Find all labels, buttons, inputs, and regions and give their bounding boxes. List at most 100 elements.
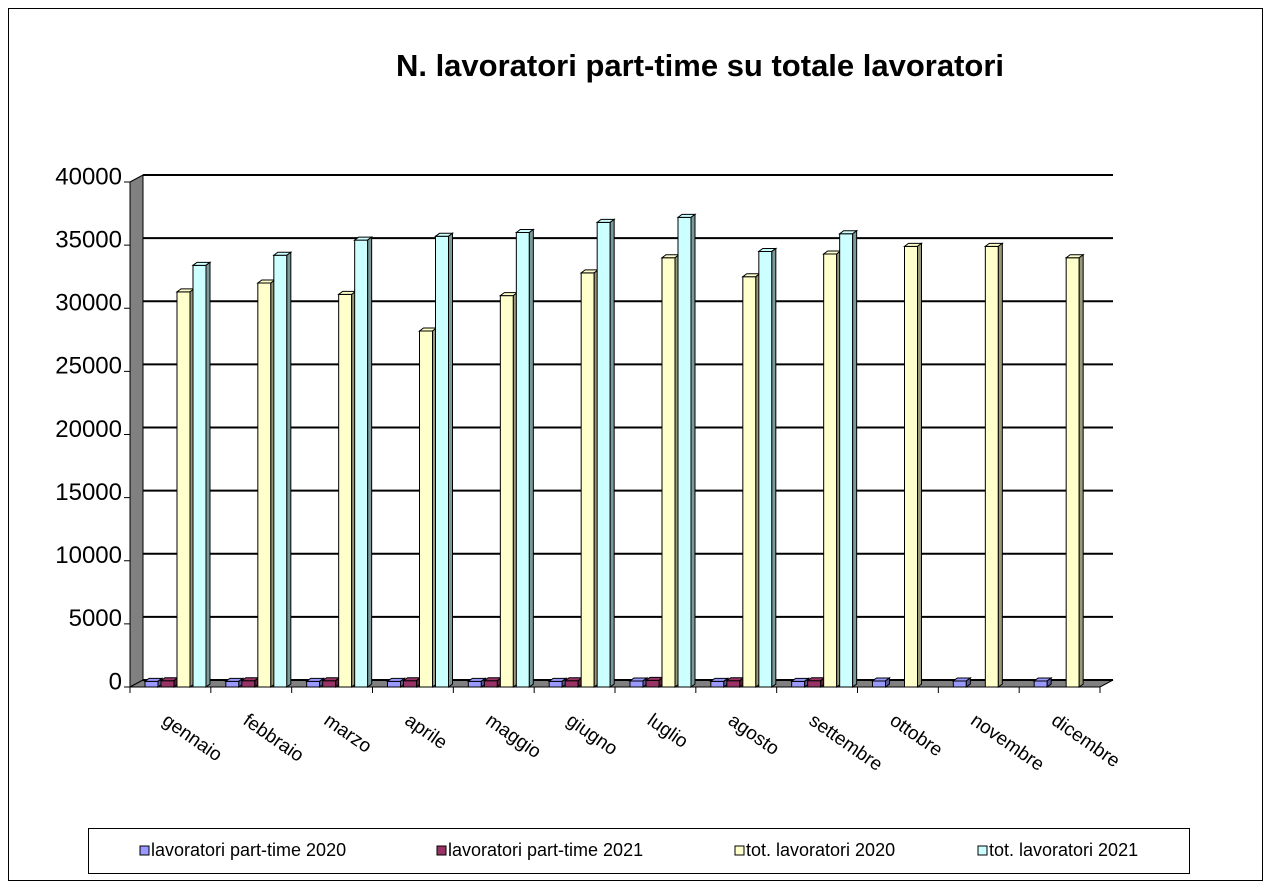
bar <box>806 676 827 688</box>
bar-front <box>435 235 449 688</box>
bar-front <box>160 680 175 688</box>
side-wall <box>129 174 144 688</box>
bar-front <box>241 680 256 688</box>
bar-front <box>322 680 337 688</box>
bar-front <box>225 680 240 688</box>
legend-swatch <box>436 845 447 856</box>
bar <box>790 677 811 688</box>
bar <box>434 232 454 688</box>
y-tick-label: 0 <box>109 668 122 695</box>
chart-title: N. lavoratori part-time su totale lavora… <box>396 48 1004 83</box>
bar-front <box>904 245 918 688</box>
bar-front <box>839 233 854 688</box>
bar-front <box>338 293 353 688</box>
bar-front <box>807 680 822 688</box>
bar <box>402 676 422 688</box>
y-tick-label: 10000 <box>55 542 122 569</box>
bar <box>547 677 568 688</box>
bar-side <box>690 213 696 688</box>
legend-swatch <box>977 845 988 856</box>
bar-side <box>528 228 534 688</box>
bar-front <box>403 680 417 688</box>
bar-side <box>286 251 292 688</box>
bar <box>272 251 293 688</box>
bar <box>676 213 697 688</box>
bar-side <box>885 676 890 688</box>
bar <box>240 676 261 688</box>
bar <box>191 261 212 688</box>
legend-box <box>88 828 1190 874</box>
legend-label: tot. lavoratori 2021 <box>989 840 1138 860</box>
bar-side <box>917 242 922 688</box>
bar-front <box>952 680 967 688</box>
bar-front <box>1065 257 1080 688</box>
bar <box>709 677 730 688</box>
y-tick-label: 25000 <box>55 353 122 380</box>
bar <box>1064 253 1085 688</box>
bar-front <box>661 257 676 688</box>
bar <box>563 676 584 688</box>
bar-front <box>548 680 563 688</box>
bar-side <box>205 261 211 688</box>
bar-side <box>609 218 615 688</box>
bar <box>644 676 665 688</box>
bar <box>482 676 503 688</box>
bar-front <box>872 680 886 688</box>
bar <box>725 676 746 688</box>
bar-front <box>306 680 321 688</box>
bar <box>224 677 245 688</box>
bar <box>321 676 342 688</box>
bar-side <box>448 232 453 688</box>
bar-front <box>192 264 207 688</box>
bar-front <box>823 253 838 688</box>
bar-side <box>367 236 373 688</box>
bar <box>628 676 649 688</box>
bar <box>903 242 923 688</box>
bar-front <box>596 221 611 688</box>
bar <box>822 249 843 688</box>
bar <box>741 272 762 688</box>
bar-front <box>419 330 433 688</box>
bar-front <box>483 680 498 688</box>
y-tick-label: 35000 <box>55 226 122 253</box>
bar <box>418 326 438 688</box>
bar <box>175 287 196 688</box>
legend-swatch <box>139 845 150 856</box>
bar-front <box>791 680 806 688</box>
y-tick-label: 30000 <box>55 290 122 317</box>
bar-front <box>467 680 482 688</box>
bar <box>579 268 600 688</box>
y-tick-label: 40000 <box>55 163 122 190</box>
bar <box>595 218 616 688</box>
bar <box>498 291 519 688</box>
bar <box>871 676 891 688</box>
bar-front <box>580 272 595 688</box>
bar-side <box>1078 253 1084 688</box>
bar <box>838 229 859 688</box>
chart-border <box>8 8 1263 881</box>
bar <box>514 228 535 688</box>
bar <box>660 253 681 688</box>
y-tick-label: 15000 <box>55 479 122 506</box>
bar-front <box>742 276 757 688</box>
bar <box>353 236 374 688</box>
bar-front <box>257 282 272 688</box>
bar-side <box>965 676 971 688</box>
y-tick-label: 20000 <box>55 416 122 443</box>
bar <box>757 247 778 688</box>
bar-side <box>997 242 1003 688</box>
bar-front <box>1033 680 1048 688</box>
legend-swatch <box>734 845 745 856</box>
bar <box>466 677 487 688</box>
bar-front <box>677 216 692 688</box>
bar <box>256 279 277 688</box>
legend-label: lavoratori part-time 2021 <box>448 840 643 860</box>
bar-front <box>645 679 660 688</box>
bar <box>983 242 1004 688</box>
bar-front <box>629 680 644 688</box>
legend-label: lavoratori part-time 2020 <box>151 840 346 860</box>
bar-front <box>354 239 369 688</box>
bar-front <box>176 291 191 688</box>
bar-front <box>273 254 288 688</box>
